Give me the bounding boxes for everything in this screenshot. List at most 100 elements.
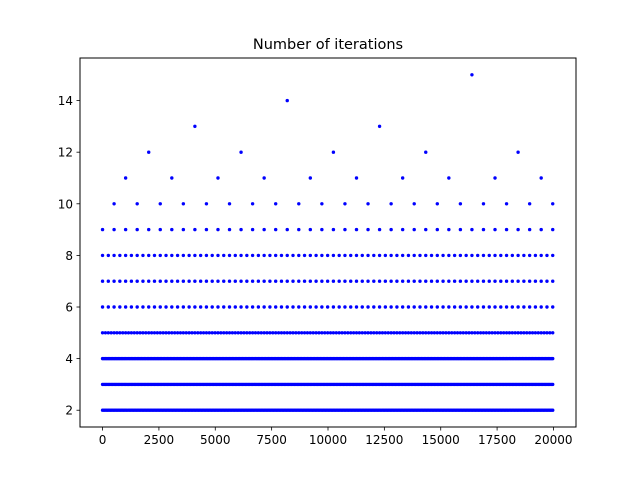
data-point xyxy=(100,305,105,309)
data-point xyxy=(285,253,289,258)
data-point xyxy=(510,253,515,258)
data-point xyxy=(227,227,232,232)
data-point xyxy=(190,331,194,335)
data-point xyxy=(331,227,336,232)
data-point xyxy=(308,305,313,309)
y-tick-label: 4 xyxy=(65,352,73,366)
data-point xyxy=(170,176,174,180)
data-point xyxy=(510,305,515,309)
data-point xyxy=(187,331,191,335)
data-point xyxy=(366,253,370,258)
data-point xyxy=(400,279,405,283)
data-point xyxy=(112,305,116,309)
data-point xyxy=(487,279,491,283)
data-point xyxy=(147,331,151,335)
data-point xyxy=(452,279,457,283)
data-point xyxy=(279,305,284,309)
data-point xyxy=(476,331,480,335)
data-point xyxy=(302,279,307,283)
data-point xyxy=(504,227,509,232)
data-point xyxy=(337,253,341,258)
data-point xyxy=(294,331,298,335)
data-point xyxy=(522,253,526,258)
data-point xyxy=(222,279,226,283)
data-point xyxy=(354,331,359,335)
data-point xyxy=(349,279,353,283)
data-point xyxy=(429,331,434,335)
data-point xyxy=(147,227,151,232)
data-point xyxy=(308,227,313,232)
data-point xyxy=(305,331,310,335)
data-point xyxy=(383,253,388,258)
data-point xyxy=(386,331,390,335)
data-point xyxy=(499,305,503,309)
data-point xyxy=(123,305,128,309)
data-point xyxy=(297,279,301,283)
ticks-layer: 0 2500 5000 7500 10000 12500 15000 17500 20000 2 4… xyxy=(58,94,573,447)
data-point xyxy=(458,227,463,232)
data-point xyxy=(175,253,180,258)
data-point xyxy=(147,279,151,283)
data-point xyxy=(527,253,532,258)
data-point xyxy=(256,253,261,258)
data-point xyxy=(464,253,468,258)
data-point xyxy=(302,305,307,309)
data-point xyxy=(187,253,191,258)
x-tick-label: 17500 xyxy=(478,433,516,447)
data-point xyxy=(343,202,347,206)
data-point xyxy=(487,331,491,335)
data-point xyxy=(297,253,301,258)
data-point xyxy=(533,279,538,283)
data-point xyxy=(279,279,284,283)
data-point xyxy=(181,305,186,309)
data-point xyxy=(337,279,341,283)
data-point xyxy=(366,202,370,206)
data-point xyxy=(424,279,428,283)
data-point xyxy=(158,202,162,206)
data-point xyxy=(239,253,243,258)
data-point xyxy=(400,305,405,309)
data-point xyxy=(103,331,108,335)
data-point xyxy=(161,331,165,335)
data-point xyxy=(337,305,341,309)
data-point xyxy=(242,331,246,335)
chart-title: Number of iterations xyxy=(253,37,403,53)
data-point xyxy=(118,305,122,309)
data-point xyxy=(285,305,289,309)
data-point xyxy=(193,279,197,283)
data-point xyxy=(412,331,416,335)
data-point xyxy=(227,202,232,206)
data-point xyxy=(239,150,243,154)
data-point xyxy=(516,279,520,283)
data-point xyxy=(527,305,532,309)
data-point xyxy=(377,253,382,258)
data-point xyxy=(198,279,203,283)
data-point xyxy=(516,150,520,154)
data-point xyxy=(285,227,289,232)
data-point xyxy=(424,331,428,335)
data-point xyxy=(343,331,347,335)
data-point xyxy=(360,305,364,309)
data-point xyxy=(447,331,451,335)
data-point xyxy=(496,331,500,335)
data-point xyxy=(126,331,131,335)
data-point xyxy=(291,253,295,258)
data-point xyxy=(268,253,272,258)
data-point xyxy=(325,253,330,258)
data-point xyxy=(184,331,188,335)
data-point xyxy=(481,227,486,232)
data-point xyxy=(548,331,552,335)
data-point xyxy=(297,331,301,335)
data-point xyxy=(325,279,330,283)
data-point xyxy=(222,253,226,258)
data-point xyxy=(447,305,451,309)
data-point xyxy=(406,331,411,335)
data-point xyxy=(377,279,382,283)
data-point xyxy=(314,253,318,258)
data-point xyxy=(406,253,411,258)
data-point xyxy=(504,253,509,258)
data-point xyxy=(360,331,364,335)
data-point xyxy=(216,331,220,335)
data-point xyxy=(256,331,261,335)
data-point xyxy=(377,305,382,309)
